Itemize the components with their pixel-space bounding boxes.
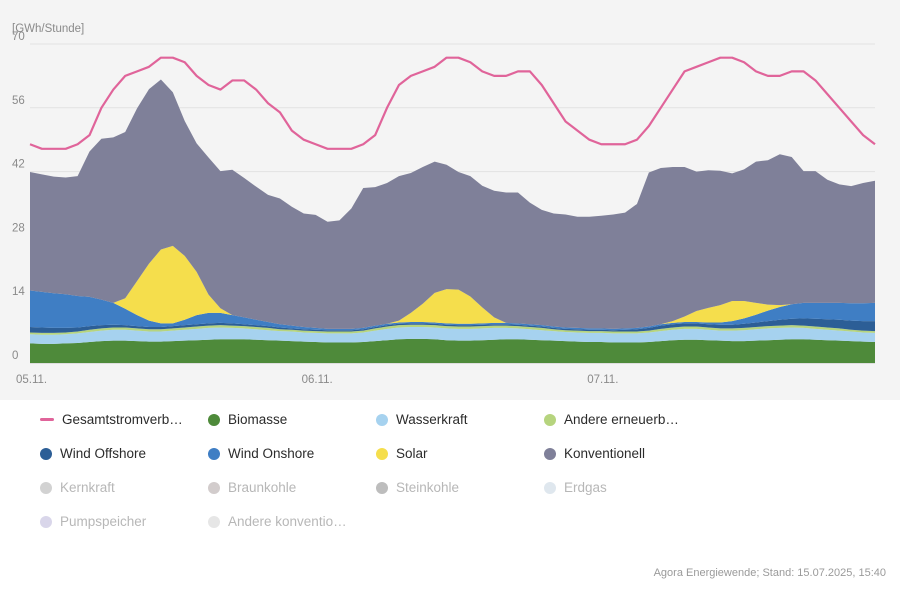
legend-item[interactable]: Konventionell bbox=[544, 446, 645, 461]
legend-label: Steinkohle bbox=[396, 480, 460, 495]
legend-item[interactable]: Erdgas bbox=[544, 480, 607, 495]
legend-item[interactable]: Braunkohle bbox=[208, 480, 296, 495]
source-note: Agora Energiewende; Stand: 15.07.2025, 1… bbox=[653, 567, 886, 579]
x-tick-label: 07.11. bbox=[587, 374, 618, 386]
area-biomasse[interactable] bbox=[30, 338, 875, 363]
legend-item[interactable]: Kernkraft bbox=[40, 480, 115, 495]
legend-dot-swatch bbox=[376, 413, 388, 426]
legend-dot-swatch bbox=[376, 447, 388, 460]
legend-dot-swatch bbox=[544, 447, 556, 460]
legend-item[interactable]: Wind Offshore bbox=[40, 446, 146, 461]
legend-line-swatch bbox=[40, 418, 54, 421]
legend-dot-swatch bbox=[208, 515, 220, 528]
legend-dot-swatch bbox=[208, 447, 220, 460]
y-tick-label: 28 bbox=[12, 222, 25, 234]
legend-label: Braunkohle bbox=[228, 480, 297, 495]
legend-label: Solar bbox=[396, 446, 428, 461]
y-tick-label: 42 bbox=[12, 159, 25, 171]
legend-dot-swatch bbox=[208, 481, 220, 494]
area-konventionell[interactable] bbox=[30, 79, 875, 329]
legend-label: Andere konventio… bbox=[228, 514, 347, 529]
legend-label: Wind Offshore bbox=[60, 446, 147, 461]
x-tick-label: 06.11. bbox=[302, 374, 333, 386]
area-wind-offshore[interactable] bbox=[30, 318, 875, 333]
legend-dot-swatch bbox=[40, 481, 52, 494]
legend-dot-swatch bbox=[544, 413, 556, 426]
legend-item[interactable]: Andere konventio… bbox=[208, 514, 347, 529]
legend-label: Erdgas bbox=[564, 480, 607, 495]
area-andere-erneuerbare[interactable] bbox=[30, 324, 875, 335]
legend-item[interactable]: Steinkohle bbox=[376, 480, 459, 495]
line-gesamtstromverbrauch[interactable] bbox=[29, 56, 876, 150]
y-tick-label: 0 bbox=[12, 350, 18, 362]
line-series bbox=[29, 56, 876, 150]
x-tick-label: 05.11. bbox=[16, 374, 47, 386]
y-axis-label: [GWh/Stunde] bbox=[12, 23, 84, 35]
y-tick-label: 14 bbox=[12, 286, 25, 298]
stacked-area-chart: [GWh/Stunde] 0 14 28 42 56 70 05.11. 06.11. 07.1… bbox=[12, 23, 876, 386]
axis-ticks: 0 14 28 42 56 70 05.11. 06.11. 07.11. bbox=[12, 31, 618, 386]
legend-label: Konventionell bbox=[564, 446, 646, 461]
legend-label: Andere erneuerb… bbox=[564, 412, 679, 427]
area-series bbox=[30, 79, 875, 363]
legend-dot-swatch bbox=[40, 447, 52, 460]
legend-label: Biomasse bbox=[228, 412, 288, 427]
legend-label: Pumpspeicher bbox=[60, 514, 147, 529]
legend-item[interactable]: Wind Onshore bbox=[208, 446, 314, 461]
legend-item[interactable]: Andere erneuerb… bbox=[544, 412, 679, 427]
y-tick-label: 70 bbox=[12, 31, 25, 43]
legend-item[interactable]: Wasserkraft bbox=[376, 412, 468, 427]
legend-label: Kernkraft bbox=[60, 480, 115, 495]
area-wasserkraft[interactable] bbox=[30, 327, 875, 344]
chart-area: [GWh/Stunde] 0 14 28 42 56 70 05.11. 06.11. 07.1… bbox=[0, 0, 900, 400]
legend-label: Gesamtstromverb… bbox=[62, 412, 183, 427]
legend-item[interactable]: Solar bbox=[376, 446, 428, 461]
legend-dot-swatch bbox=[544, 481, 556, 494]
legend-item[interactable]: Gesamtstromverb… bbox=[40, 412, 183, 427]
legend-dot-swatch bbox=[208, 413, 220, 426]
area-solar[interactable] bbox=[30, 245, 875, 329]
legend-item[interactable]: Pumpspeicher bbox=[40, 514, 146, 529]
legend-label: Wind Onshore bbox=[228, 446, 315, 461]
legend-label: Wasserkraft bbox=[396, 412, 468, 427]
y-tick-label: 56 bbox=[12, 95, 25, 107]
area-wind-onshore[interactable] bbox=[30, 290, 875, 331]
legend-dot-swatch bbox=[376, 481, 388, 494]
legend-item[interactable]: Biomasse bbox=[208, 412, 287, 427]
legend-dot-swatch bbox=[40, 515, 52, 528]
